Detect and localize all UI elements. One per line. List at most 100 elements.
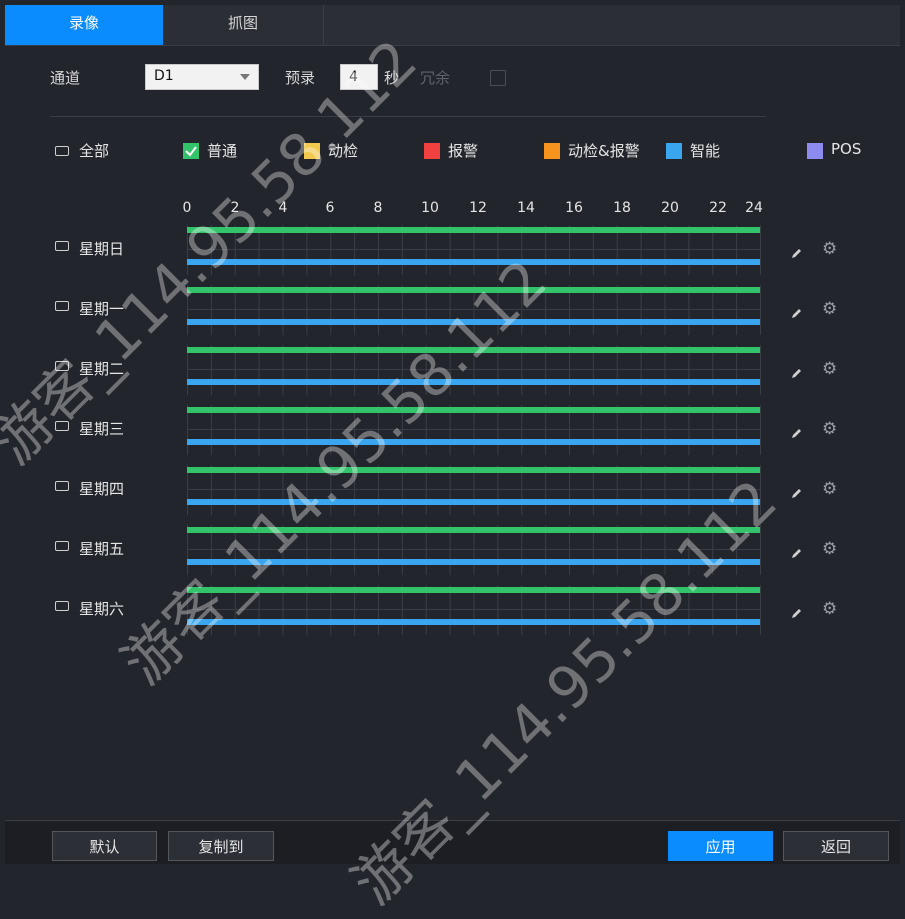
hour-label: 6 xyxy=(325,200,335,216)
chevron-down-icon xyxy=(240,74,250,80)
hour-label: 4 xyxy=(278,200,288,216)
hour-label: 18 xyxy=(613,200,631,216)
schedule-bar-normal xyxy=(187,347,760,353)
day-label: 星期六 xyxy=(79,600,125,618)
day-row: 星期五 ⚙ xyxy=(0,525,905,575)
gear-icon[interactable]: ⚙ xyxy=(822,539,838,559)
color-swatch xyxy=(424,143,440,159)
schedule-bar-normal xyxy=(187,467,760,473)
day-checkbox[interactable] xyxy=(55,481,69,491)
day-row: 星期六 ⚙ xyxy=(0,585,905,635)
color-swatch xyxy=(666,143,682,159)
schedule-grid[interactable] xyxy=(187,225,761,275)
schedule-bar-smart xyxy=(187,439,760,445)
schedule-grid[interactable] xyxy=(187,285,761,335)
day-row: 星期一 ⚙ xyxy=(0,285,905,335)
schedule-bar-normal xyxy=(187,527,760,533)
prerecord-input[interactable]: 4 xyxy=(340,64,378,90)
day-checkbox[interactable] xyxy=(55,361,69,371)
tab-snapshot[interactable]: 抓图 xyxy=(163,5,324,45)
schedule-bar-smart xyxy=(187,559,760,565)
legend-label: 动检&报警 xyxy=(568,142,640,160)
legend-label: 报警 xyxy=(448,142,479,160)
hour-label: 16 xyxy=(565,200,583,216)
day-label: 星期三 xyxy=(79,420,125,438)
day-row: 星期二 ⚙ xyxy=(0,345,905,395)
channel-settings-row: 通道 D1 预录 4 秒 冗余 xyxy=(0,64,905,92)
color-swatch xyxy=(304,143,320,159)
channel-label: 通道 xyxy=(50,69,81,87)
day-checkbox[interactable] xyxy=(55,421,69,431)
gear-icon[interactable]: ⚙ xyxy=(822,419,838,439)
pencil-icon[interactable] xyxy=(791,244,803,258)
day-checkbox[interactable] xyxy=(55,541,69,551)
select-all-label: 全部 xyxy=(79,142,110,160)
legend-label: 动检 xyxy=(328,142,359,160)
schedule-grid[interactable] xyxy=(187,585,761,635)
select-all-checkbox[interactable] xyxy=(55,146,69,156)
pencil-icon[interactable] xyxy=(791,604,803,618)
copy-to-button[interactable]: 复制到 xyxy=(168,831,274,861)
apply-button[interactable]: 应用 xyxy=(668,831,773,861)
divider xyxy=(50,116,766,117)
schedule-bar-normal xyxy=(187,287,760,293)
channel-value: D1 xyxy=(154,68,174,84)
day-label: 星期四 xyxy=(79,480,125,498)
day-label: 星期五 xyxy=(79,540,125,558)
schedule-bar-normal xyxy=(187,587,760,593)
hour-label: 10 xyxy=(421,200,439,216)
hour-label: 2 xyxy=(230,200,240,216)
pencil-icon[interactable] xyxy=(791,484,803,498)
hour-label: 12 xyxy=(469,200,487,216)
color-swatch xyxy=(544,143,560,159)
day-row: 星期四 ⚙ xyxy=(0,465,905,515)
schedule-bar-smart xyxy=(187,319,760,325)
schedule-grid[interactable] xyxy=(187,525,761,575)
gear-icon[interactable]: ⚙ xyxy=(822,599,838,619)
seconds-label: 秒 xyxy=(384,69,400,87)
gear-icon[interactable]: ⚙ xyxy=(822,359,838,379)
schedule-bar-smart xyxy=(187,259,760,265)
channel-select[interactable]: D1 xyxy=(145,64,259,90)
schedule-grid[interactable] xyxy=(187,465,761,515)
hour-label: 0 xyxy=(182,200,192,216)
pencil-icon[interactable] xyxy=(791,364,803,378)
day-row: 星期三 ⚙ xyxy=(0,405,905,455)
default-button[interactable]: 默认 xyxy=(52,831,157,861)
day-label: 星期一 xyxy=(79,300,125,318)
hour-label: 8 xyxy=(373,200,383,216)
footer-bar: 默认 复制到 应用 返回 xyxy=(5,820,900,864)
pencil-icon[interactable] xyxy=(791,304,803,318)
color-swatch xyxy=(807,143,823,159)
gear-icon[interactable]: ⚙ xyxy=(822,479,838,499)
gear-icon[interactable]: ⚙ xyxy=(822,239,838,259)
pencil-icon[interactable] xyxy=(791,544,803,558)
tab-record[interactable]: 录像 xyxy=(5,5,163,45)
day-checkbox[interactable] xyxy=(55,301,69,311)
prerecord-label: 预录 xyxy=(285,69,316,87)
day-checkbox[interactable] xyxy=(55,601,69,611)
legend-label: 普通 xyxy=(207,142,238,160)
day-checkbox[interactable] xyxy=(55,241,69,251)
day-label: 星期二 xyxy=(79,360,125,378)
check-icon xyxy=(183,143,199,159)
day-label: 星期日 xyxy=(79,240,125,258)
redundancy-checkbox[interactable] xyxy=(490,70,506,86)
hour-label: 20 xyxy=(661,200,679,216)
redundancy-label: 冗余 xyxy=(420,69,451,87)
tab-bar: 录像 抓图 xyxy=(5,5,900,46)
back-button[interactable]: 返回 xyxy=(783,831,889,861)
schedule-bar-normal xyxy=(187,227,760,233)
legend-label: POS xyxy=(831,140,862,158)
pencil-icon[interactable] xyxy=(791,424,803,438)
schedule-bar-normal xyxy=(187,407,760,413)
legend-label: 智能 xyxy=(690,142,721,160)
schedule-grid[interactable] xyxy=(187,405,761,455)
schedule-bar-smart xyxy=(187,619,760,625)
schedule-bar-smart xyxy=(187,499,760,505)
schedule-bar-smart xyxy=(187,379,760,385)
gear-icon[interactable]: ⚙ xyxy=(822,299,838,319)
hour-label: 22 xyxy=(709,200,727,216)
hour-label: 14 xyxy=(517,200,535,216)
schedule-grid[interactable] xyxy=(187,345,761,395)
